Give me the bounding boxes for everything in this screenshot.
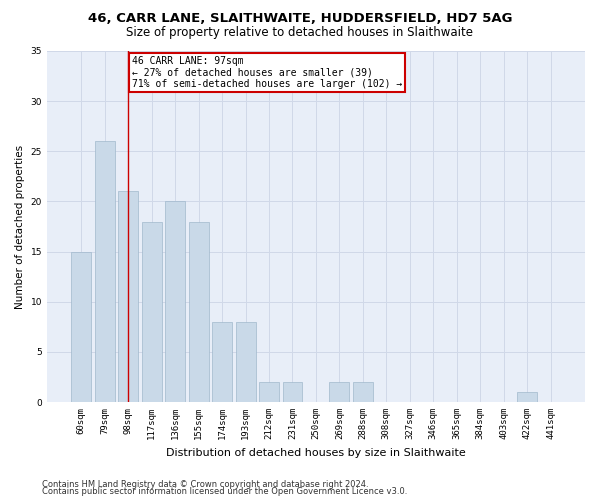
Bar — [517, 392, 537, 402]
Text: 46 CARR LANE: 97sqm
← 27% of detached houses are smaller (39)
71% of semi-detach: 46 CARR LANE: 97sqm ← 27% of detached ho… — [132, 56, 402, 89]
Bar — [71, 252, 91, 402]
Text: Contains HM Land Registry data © Crown copyright and database right 2024.: Contains HM Land Registry data © Crown c… — [42, 480, 368, 489]
Bar — [118, 192, 138, 402]
Text: Contains public sector information licensed under the Open Government Licence v3: Contains public sector information licen… — [42, 487, 407, 496]
Bar — [259, 382, 279, 402]
Bar — [236, 322, 256, 402]
Bar — [95, 142, 115, 402]
Bar — [353, 382, 373, 402]
Bar — [283, 382, 302, 402]
X-axis label: Distribution of detached houses by size in Slaithwaite: Distribution of detached houses by size … — [166, 448, 466, 458]
Bar — [329, 382, 349, 402]
Bar — [142, 222, 162, 402]
Bar — [212, 322, 232, 402]
Bar — [188, 222, 209, 402]
Text: 46, CARR LANE, SLAITHWAITE, HUDDERSFIELD, HD7 5AG: 46, CARR LANE, SLAITHWAITE, HUDDERSFIELD… — [88, 12, 512, 26]
Bar — [165, 202, 185, 402]
Text: Size of property relative to detached houses in Slaithwaite: Size of property relative to detached ho… — [127, 26, 473, 39]
Y-axis label: Number of detached properties: Number of detached properties — [15, 144, 25, 308]
